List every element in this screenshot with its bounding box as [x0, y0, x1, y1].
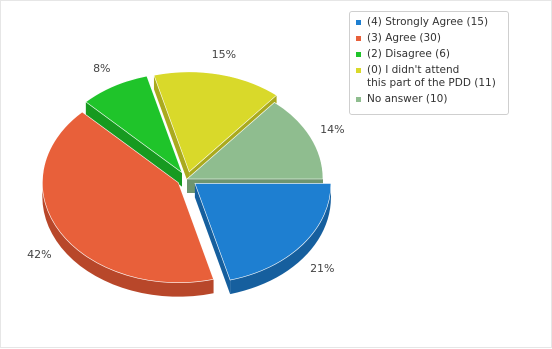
- pie-slice-4[interactable]: [186, 102, 324, 193]
- legend: (4) Strongly Agree (15) (3) Agree (30) (…: [349, 11, 509, 115]
- legend-swatch-icon: [356, 20, 361, 25]
- legend-item-disagree[interactable]: (2) Disagree (6): [356, 48, 502, 61]
- legend-item-no-answer[interactable]: No answer (10): [356, 93, 502, 106]
- pie-slice-edge: [153, 75, 190, 186]
- pie-percent-label: 8%: [93, 62, 110, 75]
- legend-label: (3) Agree (30): [367, 32, 441, 44]
- pie-slice-top: [194, 183, 332, 281]
- pie-slice-2[interactable]: [85, 75, 183, 187]
- legend-item-strongly-agree[interactable]: (4) Strongly Agree (15): [356, 16, 502, 29]
- pie-slice-top: [42, 111, 214, 283]
- legend-label: (4) Strongly Agree (15): [367, 16, 489, 28]
- legend-label: (2) Disagree (6): [367, 48, 451, 60]
- pie-percent-label: 15%: [212, 48, 236, 61]
- legend-swatch-icon: [356, 36, 361, 41]
- pie-slice-top: [186, 102, 324, 180]
- legend-swatch-icon: [356, 97, 361, 102]
- legend-item-agree[interactable]: (3) Agree (30): [356, 32, 502, 45]
- legend-label: No answer (10): [367, 93, 448, 105]
- legend-swatch-icon: [356, 68, 361, 73]
- pie-percent-label: 21%: [310, 262, 334, 275]
- pie-slice-top: [85, 75, 183, 174]
- pie-slice-edge: [85, 101, 182, 187]
- pie-slice-edge: [194, 183, 231, 295]
- legend-label: (0) I didn't attend this part of the PDD…: [367, 64, 496, 89]
- pie-slice-side: [42, 182, 214, 297]
- pie-slice-1[interactable]: [42, 111, 214, 297]
- pie-slice-0[interactable]: [194, 183, 332, 295]
- legend-swatch-icon: [356, 52, 361, 57]
- legend-item-did-not-attend[interactable]: (0) I didn't attend this part of the PDD…: [356, 64, 502, 90]
- pie-slice-top: [153, 71, 278, 173]
- pie-percent-label: 42%: [27, 248, 51, 261]
- pie-slice-side: [230, 183, 331, 295]
- pie-percent-label: 14%: [320, 123, 344, 136]
